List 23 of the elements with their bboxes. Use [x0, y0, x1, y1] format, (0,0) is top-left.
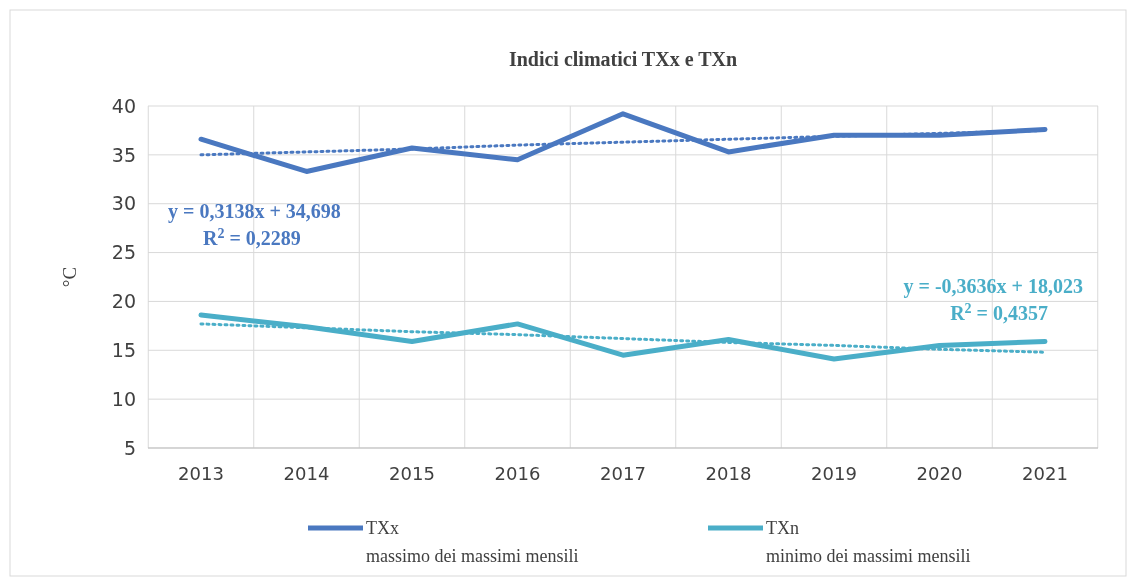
x-tick-label: 2015: [389, 463, 435, 484]
annotation: y = 0,3138x + 34,698 R$^{2}$ = 0,2289: [168, 200, 341, 249]
x-tick-label: 2020: [916, 463, 963, 484]
y-tick-label: 15: [111, 338, 136, 361]
x-tick-label: 2017: [600, 463, 646, 484]
x-tick-label: 2016: [494, 463, 541, 484]
y-tick-label: 25: [111, 241, 136, 264]
chart-title: Indici climatici TXx e TXn: [508, 48, 738, 70]
y-tick-label: 30: [111, 192, 136, 215]
y-tick-label: 5: [123, 436, 136, 459]
x-tick-label: 2021: [1022, 463, 1068, 484]
y-axis-title: °C: [59, 266, 80, 288]
y-tick-label: 20: [111, 290, 136, 313]
x-tick-label: 2013: [178, 463, 224, 484]
legend-label: TXn minimo dei massimi mensili: [766, 518, 971, 566]
legend-label: TXx massimo dei massimi mensili: [366, 518, 579, 566]
annotation: y = -0,3636x + 18,023 R$^{2}$ = 0,4357: [903, 275, 1083, 324]
y-tick-label: 40: [111, 94, 136, 117]
x-tick-label: 2014: [283, 463, 330, 484]
y-tick-label: 10: [111, 387, 136, 410]
x-tick-label: 2019: [811, 463, 857, 484]
y-tick-label: 35: [111, 143, 136, 166]
x-tick-label: 2018: [705, 463, 752, 484]
